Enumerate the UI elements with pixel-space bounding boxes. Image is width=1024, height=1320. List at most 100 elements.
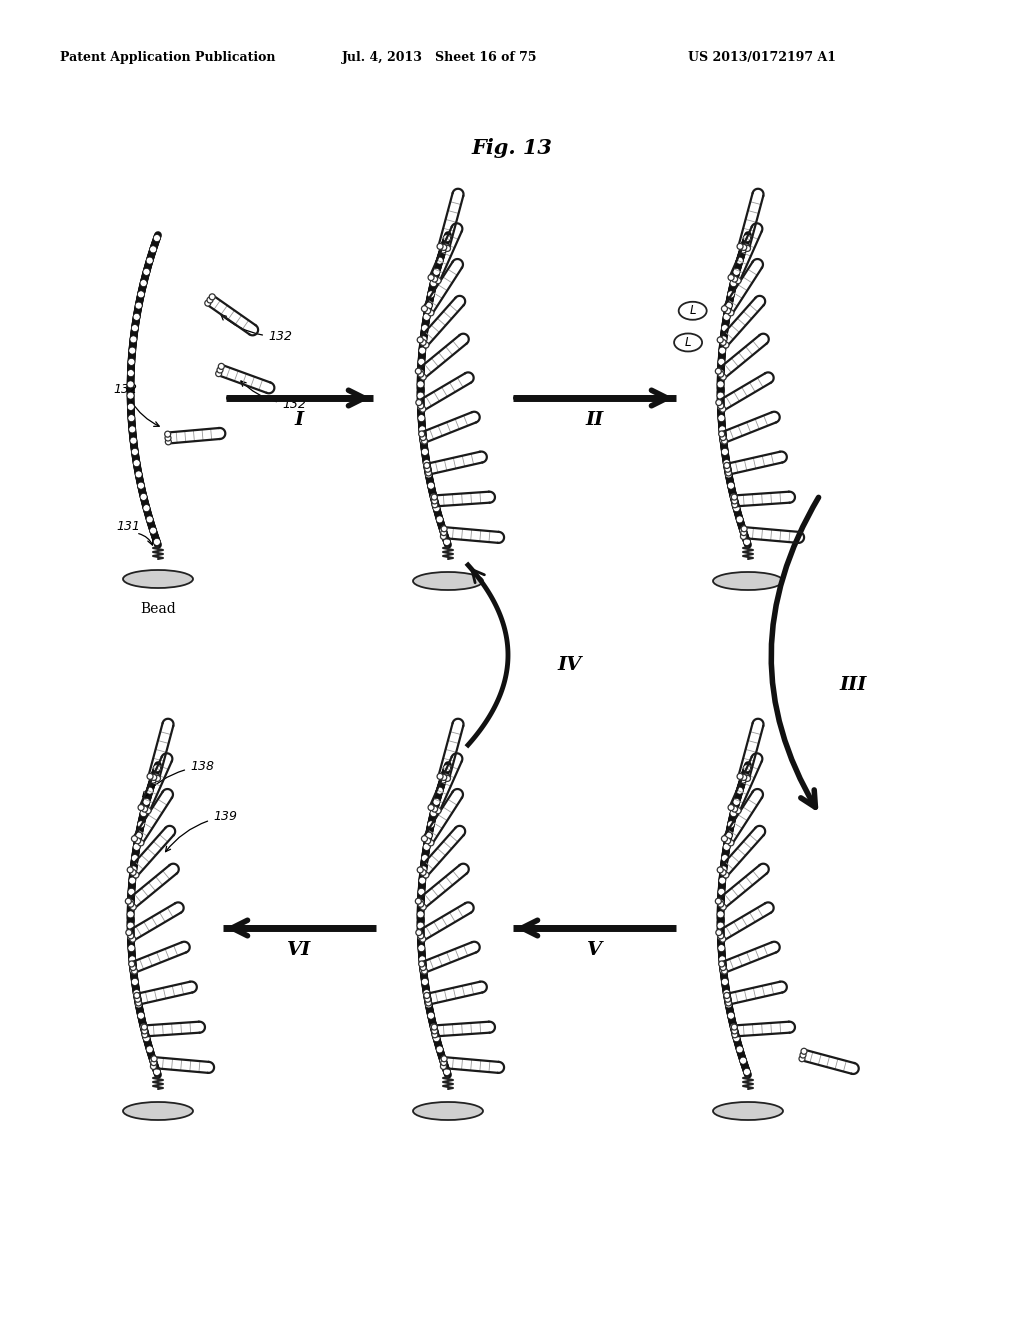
Text: II: II bbox=[586, 411, 603, 429]
Circle shape bbox=[417, 392, 424, 399]
Circle shape bbox=[150, 776, 157, 783]
Circle shape bbox=[731, 1028, 737, 1034]
Circle shape bbox=[720, 407, 726, 412]
Circle shape bbox=[439, 527, 446, 535]
Circle shape bbox=[420, 904, 426, 909]
Circle shape bbox=[720, 965, 726, 970]
Circle shape bbox=[130, 968, 137, 974]
Circle shape bbox=[129, 876, 136, 884]
Circle shape bbox=[717, 392, 724, 399]
Circle shape bbox=[146, 1045, 154, 1053]
Ellipse shape bbox=[123, 570, 193, 587]
Circle shape bbox=[416, 400, 422, 405]
Circle shape bbox=[740, 529, 746, 536]
Circle shape bbox=[736, 1045, 743, 1053]
Circle shape bbox=[130, 965, 136, 970]
Circle shape bbox=[133, 313, 140, 321]
Circle shape bbox=[431, 498, 437, 504]
Circle shape bbox=[128, 945, 135, 952]
Text: Fig. 13: Fig. 13 bbox=[472, 139, 552, 158]
Circle shape bbox=[743, 235, 751, 242]
Circle shape bbox=[437, 243, 443, 249]
Circle shape bbox=[416, 929, 422, 936]
Circle shape bbox=[727, 1012, 734, 1019]
Circle shape bbox=[209, 294, 215, 300]
Circle shape bbox=[127, 381, 134, 388]
Circle shape bbox=[719, 956, 726, 962]
Circle shape bbox=[721, 854, 728, 862]
Circle shape bbox=[133, 843, 140, 850]
Circle shape bbox=[736, 257, 743, 264]
Circle shape bbox=[433, 268, 440, 276]
Circle shape bbox=[128, 414, 135, 421]
Circle shape bbox=[720, 904, 726, 909]
Circle shape bbox=[431, 494, 437, 500]
Circle shape bbox=[129, 961, 135, 968]
Circle shape bbox=[151, 775, 157, 780]
Circle shape bbox=[720, 870, 726, 875]
Circle shape bbox=[418, 902, 424, 907]
Text: I: I bbox=[295, 411, 304, 429]
Circle shape bbox=[152, 1056, 157, 1061]
Circle shape bbox=[127, 900, 134, 907]
Circle shape bbox=[135, 1001, 142, 1008]
Circle shape bbox=[422, 968, 427, 974]
Circle shape bbox=[165, 436, 171, 441]
Circle shape bbox=[724, 993, 730, 998]
Circle shape bbox=[205, 300, 211, 306]
Circle shape bbox=[135, 302, 142, 309]
Circle shape bbox=[739, 246, 746, 253]
Circle shape bbox=[431, 807, 437, 812]
Text: 132: 132 bbox=[241, 381, 306, 411]
Circle shape bbox=[733, 504, 740, 512]
Circle shape bbox=[439, 776, 446, 783]
Circle shape bbox=[155, 775, 161, 781]
Circle shape bbox=[735, 277, 741, 284]
Text: IV: IV bbox=[558, 656, 582, 675]
Circle shape bbox=[718, 371, 724, 378]
Circle shape bbox=[718, 403, 724, 409]
Circle shape bbox=[720, 936, 726, 942]
Circle shape bbox=[420, 434, 426, 441]
Circle shape bbox=[423, 990, 430, 997]
Circle shape bbox=[428, 275, 434, 281]
Circle shape bbox=[416, 368, 421, 374]
Circle shape bbox=[728, 840, 734, 846]
Circle shape bbox=[723, 873, 729, 878]
Circle shape bbox=[433, 799, 440, 805]
Ellipse shape bbox=[713, 572, 783, 590]
Text: Jul. 4, 2013   Sheet 16 of 75: Jul. 4, 2013 Sheet 16 of 75 bbox=[342, 51, 538, 65]
Circle shape bbox=[423, 342, 429, 348]
Circle shape bbox=[126, 929, 132, 936]
Circle shape bbox=[218, 363, 224, 370]
Circle shape bbox=[422, 449, 428, 455]
Text: 131: 131 bbox=[116, 520, 140, 533]
Circle shape bbox=[723, 990, 730, 997]
Circle shape bbox=[130, 936, 136, 942]
Circle shape bbox=[135, 997, 140, 1002]
Circle shape bbox=[736, 516, 743, 523]
Circle shape bbox=[147, 774, 153, 779]
Circle shape bbox=[422, 306, 427, 312]
Circle shape bbox=[717, 381, 724, 388]
Circle shape bbox=[718, 900, 724, 907]
Circle shape bbox=[417, 337, 423, 343]
Circle shape bbox=[428, 840, 434, 846]
Circle shape bbox=[416, 898, 421, 904]
Circle shape bbox=[735, 808, 741, 813]
Circle shape bbox=[420, 335, 427, 343]
Circle shape bbox=[130, 904, 136, 909]
Circle shape bbox=[217, 367, 223, 374]
Circle shape bbox=[720, 437, 727, 444]
Circle shape bbox=[165, 432, 171, 437]
Circle shape bbox=[146, 516, 154, 523]
Circle shape bbox=[417, 867, 423, 873]
Circle shape bbox=[428, 804, 434, 810]
Circle shape bbox=[721, 978, 728, 986]
Circle shape bbox=[128, 888, 135, 895]
Circle shape bbox=[731, 494, 737, 500]
Ellipse shape bbox=[674, 334, 702, 351]
Circle shape bbox=[723, 313, 730, 321]
Circle shape bbox=[725, 308, 731, 314]
Circle shape bbox=[723, 342, 729, 348]
